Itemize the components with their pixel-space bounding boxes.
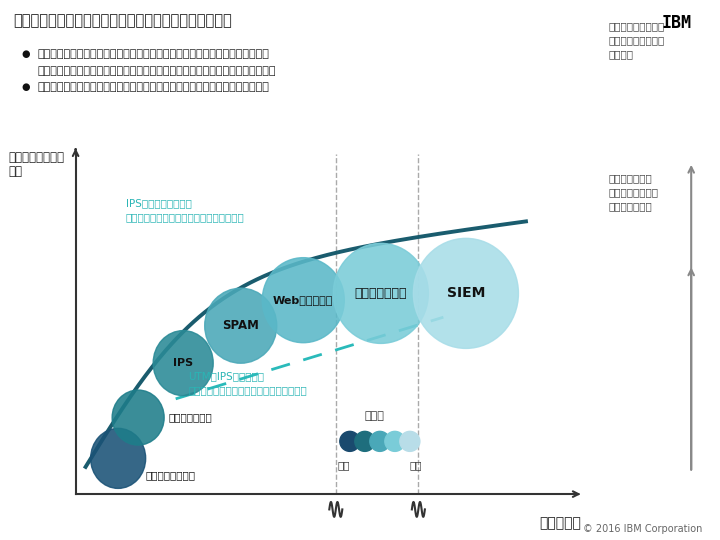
Text: セキュリティ強度: セキュリティ強度: [9, 151, 65, 164]
Ellipse shape: [340, 431, 360, 451]
Ellipse shape: [370, 431, 390, 451]
Text: ソリューションから、すりぬける攻撃をとらえるものとしてリリースされたもの: ソリューションから、すりぬける攻撃をとらえるものとしてリリースされたもの: [37, 66, 276, 76]
Text: IPS専用機を導入した
コストパフォーマンス（投資対効果）曲線: IPS専用機を導入した コストパフォーマンス（投資対効果）曲線: [125, 198, 244, 222]
Text: IPS: IPS: [173, 358, 193, 368]
Text: © 2016 IBM Corporation: © 2016 IBM Corporation: [582, 523, 702, 534]
Text: サンドボックス: サンドボックス: [354, 287, 407, 300]
Text: 低い: 低い: [410, 460, 422, 470]
Text: 大企業、機密情報を
取り扱う企業で検討
する範囲: 大企業、機密情報を 取り扱う企業で検討 する範囲: [608, 22, 665, 59]
Text: ●: ●: [22, 82, 30, 92]
Text: IBM: IBM: [661, 14, 691, 31]
Ellipse shape: [333, 244, 428, 343]
Text: 効果: 効果: [9, 165, 22, 178]
Text: UTMのIPSを導入した
コストパフォーマンス（投資対効果）曲線: UTMのIPSを導入した コストパフォーマンス（投資対効果）曲線: [188, 372, 307, 396]
Text: アンチウィルス: アンチウィルス: [168, 413, 212, 423]
Text: 成熟度: 成熟度: [365, 411, 384, 421]
Text: SIEM: SIEM: [446, 286, 485, 300]
Text: ファイアウォール: ファイアウォール: [145, 470, 196, 481]
Ellipse shape: [413, 238, 518, 348]
Text: 投　資　額: 投 資 額: [539, 516, 581, 530]
Text: SPAM: SPAM: [222, 319, 259, 332]
Text: Webフィルター: Webフィルター: [273, 295, 333, 305]
Text: 左にあるセキュリティソリューション程、成熟しており価格も落ち着いている: 左にあるセキュリティソリューション程、成熟しており価格も落ち着いている: [37, 82, 269, 92]
Ellipse shape: [385, 431, 405, 451]
Text: 一般的な企業で
最低限導入するの
が好ましい範囲: 一般的な企業で 最低限導入するの が好ましい範囲: [608, 173, 658, 211]
Ellipse shape: [153, 330, 213, 396]
Text: セキュリティソリューションへの投資対効果のイメージ: セキュリティソリューションへの投資対効果のイメージ: [13, 14, 232, 29]
Text: 高い: 高い: [337, 460, 350, 470]
Text: 右にあるセキュリティソリューション程、その箇所より左側にある累積された: 右にあるセキュリティソリューション程、その箇所より左側にある累積された: [37, 49, 269, 59]
Ellipse shape: [91, 428, 145, 488]
Ellipse shape: [400, 431, 420, 451]
Ellipse shape: [262, 258, 344, 343]
Ellipse shape: [112, 390, 164, 445]
Ellipse shape: [355, 431, 375, 451]
Text: ●: ●: [22, 49, 30, 59]
Ellipse shape: [204, 288, 276, 363]
